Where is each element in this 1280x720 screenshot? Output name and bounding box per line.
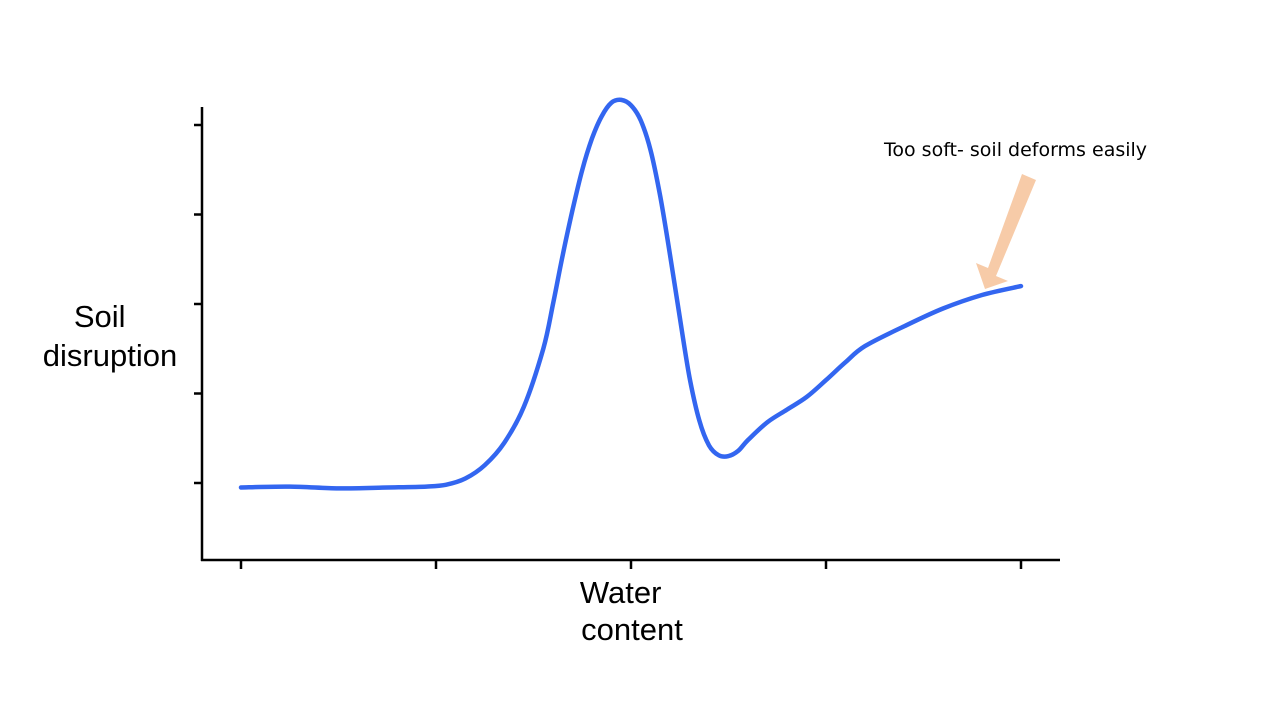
- x-axis-label: Water content: [580, 575, 683, 647]
- x-axis-ticks: [239, 560, 1023, 569]
- y-axis-label-line-2: disruption: [43, 338, 177, 373]
- annotation-text: Too soft- soil deforms easily: [883, 139, 1147, 161]
- x-axis-label-line-1: Water: [580, 575, 662, 610]
- y-axis-label-line-1: Soil: [74, 299, 126, 334]
- x-axis-label-line-2: content: [581, 612, 683, 647]
- series-line: [238, 97, 1024, 491]
- y-axis-ticks: [194, 123, 202, 485]
- y-axis-label: Soil disruption: [43, 299, 177, 373]
- annotation-arrow: [976, 174, 1036, 289]
